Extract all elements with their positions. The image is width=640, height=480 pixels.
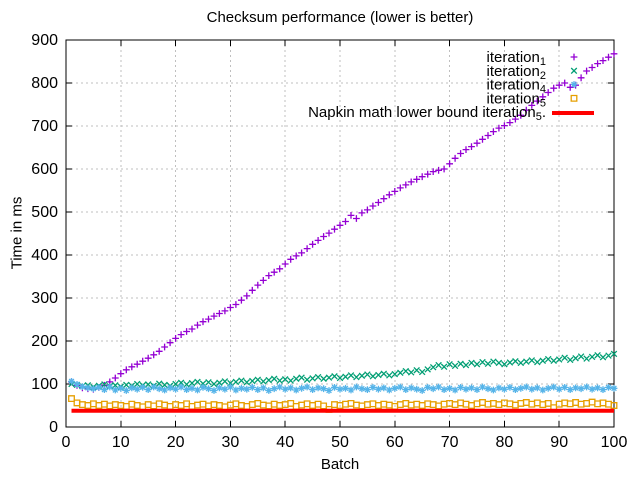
svg-text:50: 50 bbox=[331, 434, 349, 451]
svg-text:700: 700 bbox=[31, 118, 58, 135]
legend: iteration1iteration2iteration4iteration5… bbox=[308, 49, 594, 123]
x-tick-labels: 0 10 20 30 40 50 60 70 80 90 100 bbox=[62, 434, 628, 451]
legend-item: iteration2 bbox=[487, 63, 578, 82]
legend-marker-square bbox=[570, 94, 578, 102]
legend-item: iteration5 bbox=[487, 90, 578, 109]
legend-marker-star bbox=[570, 81, 578, 88]
svg-text:70: 70 bbox=[441, 434, 459, 451]
svg-text:20: 20 bbox=[167, 434, 185, 451]
legend-item: iteration4 bbox=[487, 77, 578, 96]
svg-text:200: 200 bbox=[31, 333, 58, 350]
svg-text:900: 900 bbox=[31, 32, 58, 49]
svg-text:90: 90 bbox=[550, 434, 568, 451]
legend-label: iteration5 bbox=[487, 90, 547, 109]
svg-text:60: 60 bbox=[386, 434, 404, 451]
legend-label: Napkin math lower bound iteration5. bbox=[308, 104, 546, 123]
axis-ticks bbox=[65, 39, 615, 428]
legend-item: Napkin math lower bound iteration5. bbox=[308, 104, 594, 123]
svg-text:10: 10 bbox=[112, 434, 130, 451]
svg-text:80: 80 bbox=[496, 434, 514, 451]
legend-label: iteration1 bbox=[487, 49, 547, 68]
svg-text:30: 30 bbox=[222, 434, 240, 451]
x-axis-label: Batch bbox=[320, 456, 360, 473]
svg-text:0: 0 bbox=[62, 434, 71, 451]
legend-marker-plus bbox=[570, 53, 578, 61]
svg-text:500: 500 bbox=[31, 204, 58, 221]
y-tick-labels: 0 100 200 300 400 500 600 700 800 900 bbox=[31, 32, 58, 436]
legend-label: iteration2 bbox=[487, 63, 547, 82]
series-iteration-4 bbox=[68, 378, 618, 394]
svg-text:100: 100 bbox=[601, 434, 628, 451]
svg-text:100: 100 bbox=[31, 376, 58, 393]
svg-text:400: 400 bbox=[31, 247, 58, 264]
svg-text:0: 0 bbox=[49, 419, 58, 436]
svg-text:600: 600 bbox=[31, 161, 58, 178]
legend-marker-cross bbox=[570, 67, 578, 75]
svg-text:300: 300 bbox=[31, 290, 58, 307]
svg-text:800: 800 bbox=[31, 75, 58, 92]
grid-lines bbox=[66, 40, 614, 427]
legend-item: iteration1 bbox=[487, 49, 578, 68]
legend-label: iteration4 bbox=[487, 77, 547, 96]
chart-title: Checksum performance (lower is better) bbox=[206, 9, 474, 26]
svg-text:40: 40 bbox=[276, 434, 294, 451]
